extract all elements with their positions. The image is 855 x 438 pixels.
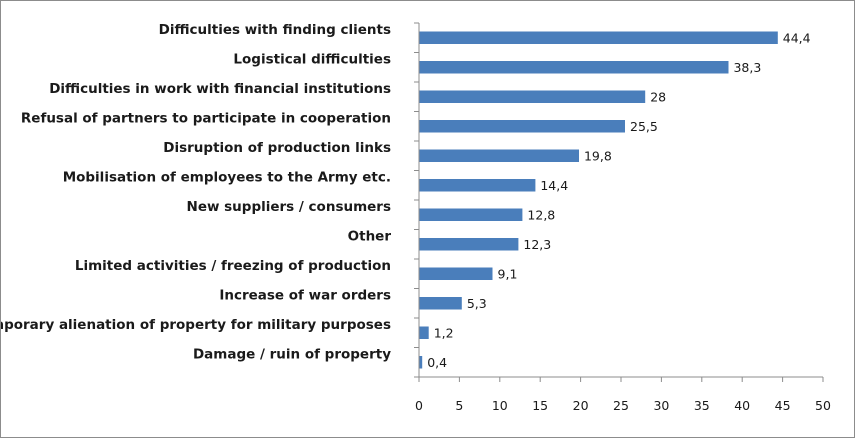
category-label: Damage / ruin of property <box>193 346 391 362</box>
value-label: 38,3 <box>733 60 761 75</box>
value-label: 5,3 <box>467 296 487 311</box>
category-label: Logistical difficulties <box>233 51 391 67</box>
x-tick-label: 5 <box>455 398 463 413</box>
bar <box>419 90 646 103</box>
bar <box>419 326 429 339</box>
x-tick-label: 50 <box>815 398 831 413</box>
x-tick-label: 0 <box>415 398 423 413</box>
bar <box>419 297 462 310</box>
bar <box>419 356 423 369</box>
bar <box>419 149 579 162</box>
value-label: 12,3 <box>523 237 551 252</box>
value-label: 9,1 <box>498 266 518 281</box>
category-label: Disruption of production links <box>163 140 391 156</box>
category-label: Mobilisation of employees to the Army et… <box>63 169 391 185</box>
category-label: Temporary alienation of property for mil… <box>1 317 391 333</box>
value-label: 1,2 <box>434 325 454 340</box>
bar <box>419 267 493 280</box>
category-label: New suppliers / consumers <box>187 199 391 215</box>
axes <box>414 22 823 378</box>
category-label: Difficulties in work with financial inst… <box>49 81 391 97</box>
x-tick-label: 25 <box>613 398 629 413</box>
value-label: 28 <box>650 89 666 104</box>
value-label: 44,4 <box>783 30 811 45</box>
category-label: Refusal of partners to participate in co… <box>21 110 391 126</box>
value-label: 0,4 <box>427 355 447 370</box>
x-tick-label: 45 <box>775 398 791 413</box>
x-tick-label: 10 <box>492 398 508 413</box>
category-label: Increase of war orders <box>219 287 391 303</box>
value-label: 12,8 <box>527 207 555 222</box>
value-label: 25,5 <box>630 119 658 134</box>
x-tick-label: 20 <box>573 398 589 413</box>
value-label: 14,4 <box>540 178 568 193</box>
x-tick-label: 35 <box>694 398 710 413</box>
x-tick-label: 40 <box>734 398 750 413</box>
bar <box>419 208 523 221</box>
x-tick-label: 15 <box>532 398 548 413</box>
value-label: 19,8 <box>584 148 612 163</box>
category-label: Other <box>348 228 392 244</box>
bar <box>419 179 536 192</box>
value-labels: 44,4 38,3 28 25,5 19,8 14,4 12,8 12,3 9,1 5,3 1,2 0… <box>427 30 811 370</box>
bar <box>419 61 729 74</box>
x-axis-ticks: 0 5 10 15 20 25 30 35 40 45 50 <box>415 377 831 413</box>
bar <box>419 238 519 251</box>
bars <box>419 31 778 369</box>
category-label: Difficulties with finding clients <box>159 22 391 38</box>
category-labels: Difficulties with finding clients Logisti… <box>1 22 392 362</box>
bar <box>419 120 625 133</box>
bar <box>419 31 778 44</box>
x-tick-label: 30 <box>653 398 669 413</box>
category-label: Limited activities / freezing of product… <box>75 258 391 274</box>
